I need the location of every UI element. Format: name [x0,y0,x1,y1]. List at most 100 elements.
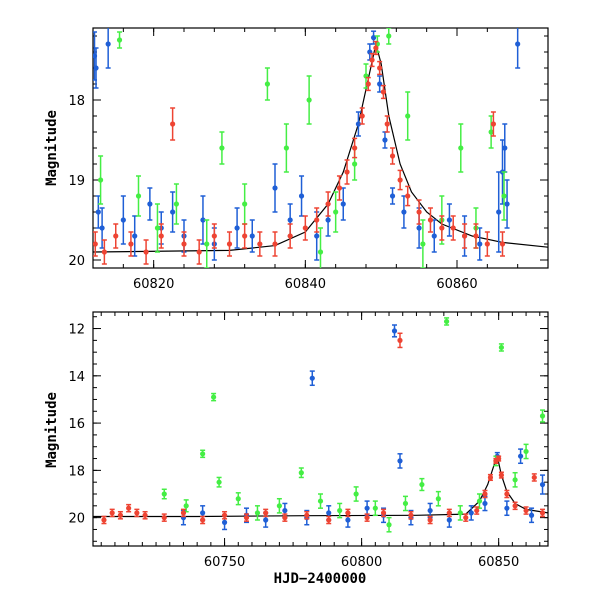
blue-data-point [377,75,383,93]
red-data-point [408,510,414,520]
red-data-point [170,107,176,141]
green-data-point [204,219,210,268]
blue-data-point [431,219,437,253]
red-data-point [344,159,350,185]
blue-data-point [397,453,403,469]
green-data-point [317,227,324,268]
red-data-point [405,185,411,207]
red-data-point [257,231,263,257]
x-tick-label: 60800 [341,555,382,570]
red-data-point [134,508,140,518]
bottom-plot-frame [92,311,549,547]
y-tick-label: 14 [68,370,85,385]
green-data-point [219,131,225,165]
red-data-point [427,515,433,525]
y-tick-label: 19 [68,174,85,189]
red-data-point [302,215,308,241]
green-data-point [154,203,161,253]
top-y-tick-labels: 18 19 20 [68,94,85,269]
red-data-point [128,231,134,257]
top-model-curve [93,43,548,253]
green-data-point [523,443,529,460]
green-data-point [476,493,483,509]
red-data-point [416,199,422,225]
red-data-point [326,515,332,525]
red-data-point [439,215,445,241]
green-data-point [173,183,180,225]
green-data-point [420,219,426,268]
blue-data-point [382,131,388,149]
green-data-point [283,123,289,173]
top-y-axis-label: Magnitude [44,110,60,186]
green-data-point [276,497,282,514]
blue-data-point [391,324,398,338]
red-data-point [304,510,310,520]
blue-data-point [446,203,453,237]
red-data-point [126,503,132,513]
top-plot-area [93,28,548,268]
blue-data-point [504,179,510,229]
red-data-point [473,223,479,249]
green-data-point [264,67,271,101]
blue-data-point [539,474,546,495]
x-tick-label: 60860 [436,277,477,292]
blue-data-point [99,207,105,249]
green-data-point [306,75,312,125]
red-data-point [200,515,206,525]
red-data-point [242,223,248,249]
y-tick-label: 16 [68,417,85,432]
red-data-point [243,513,250,522]
red-data-point [490,111,496,137]
red-data-point [523,506,529,515]
red-data-point [101,239,107,265]
red-data-point [93,231,98,257]
blue-data-point [515,28,521,69]
x-tick-label: 60850 [478,555,519,570]
bottom-x-axis-label: HJD−2400000 [274,571,367,587]
blue-data-point [272,163,278,213]
blue-data-point [105,28,111,69]
blue-data-point [482,495,488,512]
red-data-point [345,508,351,518]
blue-data-point [468,505,474,521]
green-data-point [458,123,464,173]
green-data-point [443,317,450,326]
blue-data-point [170,191,176,233]
red-data-point [389,147,396,165]
green-data-point [386,516,392,533]
bottom-y-tick-labels: 12 14 16 18 20 [68,323,85,527]
bottom-plot-area [93,317,548,533]
red-data-point [512,501,518,511]
red-data-point [109,508,115,518]
x-tick-label: 60840 [285,277,326,292]
green-data-point [498,343,505,352]
red-data-point [142,510,148,520]
green-data-point [337,502,343,519]
green-data-point [539,409,546,423]
red-data-point [446,508,452,518]
red-data-point [504,489,510,499]
red-data-point [101,515,107,525]
red-data-point [463,513,469,522]
red-data-point [143,239,149,265]
red-data-point [272,231,278,257]
red-data-point [117,510,124,520]
green-data-point [200,449,206,459]
green-data-point [298,467,304,479]
green-data-point [419,477,425,492]
green-data-point [317,493,324,509]
green-data-point [402,495,409,512]
red-data-point [336,175,343,201]
x-tick-label: 60820 [133,277,174,292]
red-data-point [226,231,233,257]
green-data-point [386,28,392,45]
blue-data-point [93,47,99,89]
blue-data-point [309,370,315,387]
green-data-point [116,31,123,49]
red-data-point [377,60,383,76]
green-data-point [405,91,411,141]
top-axis-ticks [92,28,549,268]
blue-data-point [355,111,362,137]
green-data-point [242,183,248,225]
